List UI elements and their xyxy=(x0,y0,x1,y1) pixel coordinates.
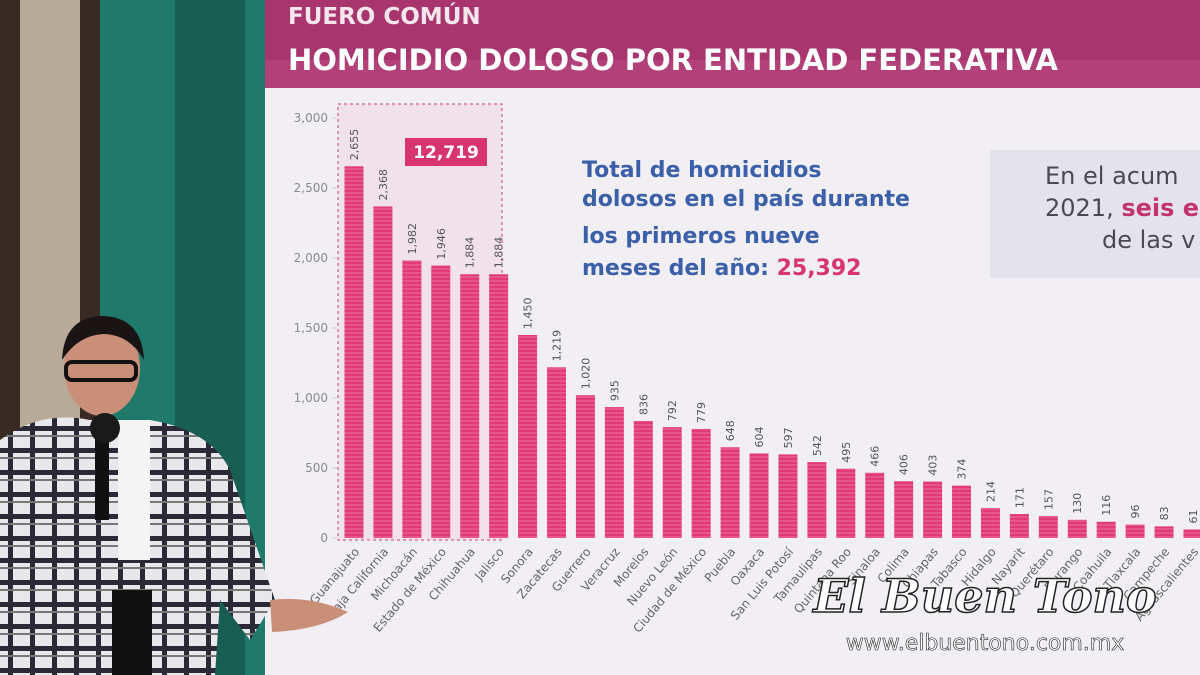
bar-stripes xyxy=(1183,529,1200,538)
side-line: de las v xyxy=(1102,226,1195,254)
total-annotation: Total de homicidios dolosos en el país d… xyxy=(582,158,910,281)
bar-stripes xyxy=(604,407,624,538)
chart-title: HOMICIDIO DOLOSO POR ENTIDAD FEDERATIVA xyxy=(288,43,1058,77)
y-tick-label: 3,000 xyxy=(294,111,328,125)
bar-stripes xyxy=(923,481,943,538)
total-line: dolosos en el país durante xyxy=(582,187,910,212)
value-label: 1,884 xyxy=(493,237,506,269)
bar-stripes xyxy=(807,462,827,538)
value-label: 374 xyxy=(956,459,969,480)
header-shade xyxy=(265,60,1200,88)
bar-stripes xyxy=(980,508,1000,538)
bar-stripes xyxy=(952,485,972,538)
value-label: 542 xyxy=(811,435,824,456)
value-label: 495 xyxy=(840,442,853,463)
value-label: 1,020 xyxy=(579,358,592,390)
value-label: 466 xyxy=(869,446,882,467)
bar-stripes xyxy=(575,395,595,538)
bar-stripes xyxy=(778,454,798,538)
shirt xyxy=(118,420,150,560)
bar-stripes xyxy=(1067,519,1087,538)
microphone xyxy=(95,420,109,520)
total-line: meses del año: xyxy=(582,256,769,281)
bar-stripes xyxy=(460,274,480,538)
value-label: 792 xyxy=(666,400,679,421)
value-label: 1,450 xyxy=(522,298,535,330)
bar-stripes xyxy=(373,206,393,539)
side-emphasis: seis es xyxy=(1121,194,1200,222)
y-tick-label: 500 xyxy=(305,461,328,475)
value-label: 157 xyxy=(1042,489,1055,510)
value-label: 2,655 xyxy=(348,129,361,161)
value-label: 604 xyxy=(753,426,766,447)
watermark-url: www.elbuentono.com.mx xyxy=(846,631,1125,656)
value-label: 1,884 xyxy=(464,237,477,269)
bar-stripes xyxy=(691,428,711,538)
bar-stripes xyxy=(1038,516,1058,538)
bar-stripes xyxy=(836,468,856,538)
value-label: 61 xyxy=(1187,509,1200,523)
bar-stripes xyxy=(344,166,364,539)
value-label: 1,946 xyxy=(435,228,448,260)
side-line: En el acum xyxy=(1045,162,1179,190)
highlight-badge xyxy=(405,138,487,166)
bar-stripes xyxy=(1009,514,1029,538)
side-text: En el acum 2021, seis es de las v xyxy=(1045,162,1200,254)
bar-stripes xyxy=(894,481,914,538)
side-line: 2021, xyxy=(1045,194,1114,222)
trousers xyxy=(112,590,152,675)
value-label: 171 xyxy=(1013,487,1026,508)
value-label: 1,219 xyxy=(551,330,564,362)
side-box xyxy=(990,150,1200,278)
bar-stripes xyxy=(662,427,682,538)
value-label: 83 xyxy=(1158,506,1171,520)
value-label: 214 xyxy=(984,481,997,502)
total-line: los primeros nueve xyxy=(582,224,820,249)
watermark-logo: El Buen Tono xyxy=(811,569,1156,623)
kicker: FUERO COMÚN xyxy=(288,2,481,30)
value-label: 935 xyxy=(608,380,621,401)
value-label: 1,982 xyxy=(406,223,419,255)
total-line: Total de homicidios xyxy=(582,158,821,183)
y-tick-label: 0 xyxy=(320,531,328,545)
value-label: 130 xyxy=(1071,493,1084,514)
face xyxy=(64,320,140,416)
value-label: 648 xyxy=(724,420,737,441)
mic-head xyxy=(90,413,120,443)
value-label: 403 xyxy=(927,455,940,476)
bar-stripes xyxy=(865,472,885,538)
bar-stripes xyxy=(402,260,422,538)
side-line: 2021, seis es xyxy=(1045,194,1200,222)
y-tick-label: 2,000 xyxy=(294,251,328,265)
bar-stripes xyxy=(1125,524,1145,538)
presenter xyxy=(0,316,348,675)
bar-stripes xyxy=(431,265,451,538)
hand xyxy=(270,598,348,632)
y-tick-label: 1,000 xyxy=(294,391,328,405)
glasses xyxy=(64,360,138,382)
value-label: 96 xyxy=(1129,505,1142,519)
value-label: 2,368 xyxy=(377,169,390,201)
y-tick-label: 1,500 xyxy=(294,321,328,335)
bar-stripes xyxy=(1154,526,1174,538)
bar-stripes xyxy=(518,335,538,538)
total-value: 25,392 xyxy=(777,256,862,281)
bar-stripes xyxy=(633,420,653,538)
hair xyxy=(62,316,144,360)
value-label: 779 xyxy=(695,402,708,423)
y-tick-label: 2,500 xyxy=(294,181,328,195)
highlight-label: 12,719 xyxy=(413,143,479,163)
value-label: 597 xyxy=(782,427,795,448)
bar-stripes xyxy=(720,447,740,538)
bar-stripes xyxy=(489,274,509,538)
total-line: meses del año: 25,392 xyxy=(582,256,861,281)
value-label: 406 xyxy=(898,454,911,475)
bar-stripes xyxy=(1096,521,1116,538)
value-label: 116 xyxy=(1100,495,1113,516)
bar-stripes xyxy=(749,453,769,538)
value-label: 836 xyxy=(637,394,650,415)
bar-stripes xyxy=(547,367,567,538)
